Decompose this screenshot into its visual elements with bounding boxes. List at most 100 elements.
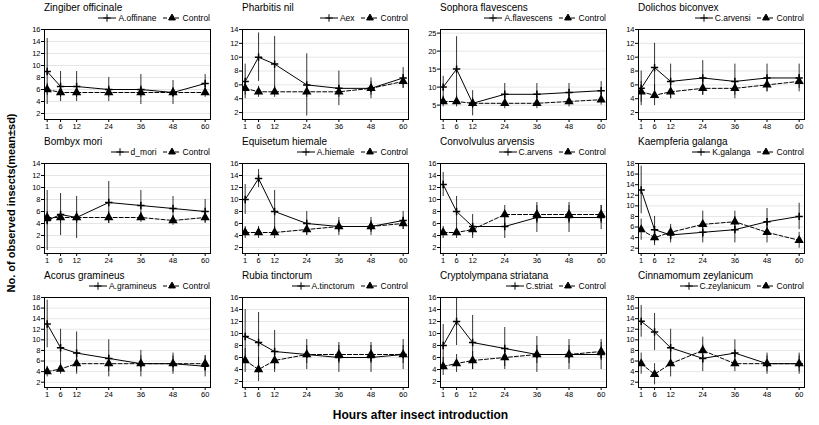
svg-text:1: 1 (441, 122, 445, 131)
svg-text:18: 18 (626, 159, 634, 168)
svg-text:2: 2 (432, 243, 436, 252)
svg-text:1: 1 (243, 122, 247, 131)
svg-text:48: 48 (169, 390, 177, 399)
svg-text:4: 4 (36, 97, 40, 106)
svg-text:1: 1 (45, 122, 49, 131)
svg-text:4: 4 (630, 94, 634, 103)
svg-text:24: 24 (699, 390, 707, 399)
svg-text:5: 5 (432, 101, 436, 110)
svg-text:14: 14 (32, 37, 40, 46)
svg-text:16: 16 (626, 169, 634, 178)
svg-text:1: 1 (243, 390, 247, 399)
svg-text:60: 60 (795, 256, 803, 265)
svg-text:8: 8 (234, 66, 238, 75)
svg-text:24: 24 (105, 390, 113, 399)
svg-text:60: 60 (399, 256, 407, 265)
svg-text:6: 6 (652, 390, 656, 399)
svg-text:8: 8 (630, 212, 634, 221)
svg-text:6: 6 (58, 256, 62, 265)
svg-text:60: 60 (795, 122, 803, 131)
svg-text:1: 1 (639, 122, 643, 131)
svg-text:8: 8 (36, 346, 40, 355)
svg-text:24: 24 (303, 122, 311, 131)
svg-text:8: 8 (36, 73, 40, 82)
svg-text:6: 6 (256, 256, 260, 265)
svg-text:6: 6 (454, 256, 458, 265)
svg-text:4: 4 (630, 233, 634, 242)
svg-text:24: 24 (303, 390, 311, 399)
svg-text:8: 8 (630, 346, 634, 355)
svg-text:12: 12 (230, 317, 238, 326)
svg-text:1: 1 (639, 390, 643, 399)
svg-text:14: 14 (626, 314, 634, 323)
svg-text:4: 4 (234, 94, 238, 103)
svg-text:6: 6 (36, 207, 40, 216)
svg-text:10: 10 (230, 195, 238, 204)
svg-text:24: 24 (501, 256, 509, 265)
svg-text:24: 24 (105, 122, 113, 131)
svg-text:6: 6 (36, 356, 40, 365)
svg-text:18: 18 (32, 293, 40, 302)
svg-text:6: 6 (58, 122, 62, 131)
svg-text:14: 14 (230, 25, 238, 34)
svg-text:36: 36 (731, 256, 739, 265)
svg-text:2: 2 (234, 377, 238, 386)
svg-text:12: 12 (666, 390, 674, 399)
svg-text:36: 36 (533, 256, 541, 265)
svg-text:12: 12 (468, 390, 476, 399)
svg-text:12: 12 (72, 122, 80, 131)
svg-text:8: 8 (630, 66, 634, 75)
svg-text:12: 12 (626, 191, 634, 200)
svg-text:48: 48 (565, 256, 573, 265)
svg-text:48: 48 (763, 122, 771, 131)
svg-text:4: 4 (36, 367, 40, 376)
svg-text:48: 48 (565, 122, 573, 131)
svg-text:60: 60 (795, 390, 803, 399)
svg-text:1: 1 (441, 390, 445, 399)
svg-text:2: 2 (630, 108, 634, 117)
svg-text:16: 16 (32, 303, 40, 312)
svg-text:2: 2 (234, 108, 238, 117)
svg-text:36: 36 (137, 390, 145, 399)
svg-text:16: 16 (626, 303, 634, 312)
svg-text:48: 48 (367, 256, 375, 265)
svg-text:48: 48 (367, 390, 375, 399)
svg-text:16: 16 (428, 293, 436, 302)
svg-text:6: 6 (652, 122, 656, 131)
svg-text:12: 12 (32, 49, 40, 58)
svg-text:36: 36 (137, 122, 145, 131)
svg-text:0: 0 (36, 243, 40, 252)
svg-text:16: 16 (428, 159, 436, 168)
svg-text:18: 18 (626, 293, 634, 302)
svg-text:12: 12 (428, 317, 436, 326)
svg-text:15: 15 (428, 65, 436, 74)
svg-text:12: 12 (270, 390, 278, 399)
svg-text:24: 24 (303, 256, 311, 265)
svg-text:4: 4 (630, 367, 634, 376)
svg-text:2: 2 (630, 378, 634, 387)
svg-text:14: 14 (32, 159, 40, 168)
svg-text:10: 10 (428, 83, 436, 92)
svg-text:16: 16 (32, 25, 40, 34)
svg-text:1: 1 (45, 256, 49, 265)
svg-text:12: 12 (626, 325, 634, 334)
svg-text:12: 12 (428, 183, 436, 192)
svg-text:36: 36 (137, 256, 145, 265)
svg-text:10: 10 (626, 53, 634, 62)
svg-text:8: 8 (432, 341, 436, 350)
svg-text:6: 6 (432, 219, 436, 228)
svg-text:4: 4 (234, 231, 238, 240)
svg-text:60: 60 (201, 122, 209, 131)
svg-text:6: 6 (432, 353, 436, 362)
svg-text:4: 4 (234, 365, 238, 374)
svg-text:24: 24 (501, 390, 509, 399)
svg-text:12: 12 (270, 122, 278, 131)
svg-text:6: 6 (256, 122, 260, 131)
svg-text:60: 60 (597, 256, 605, 265)
svg-text:12: 12 (72, 256, 80, 265)
svg-text:12: 12 (72, 390, 80, 399)
svg-text:10: 10 (626, 201, 634, 210)
svg-text:36: 36 (731, 122, 739, 131)
svg-text:20: 20 (428, 47, 436, 56)
svg-text:6: 6 (234, 353, 238, 362)
